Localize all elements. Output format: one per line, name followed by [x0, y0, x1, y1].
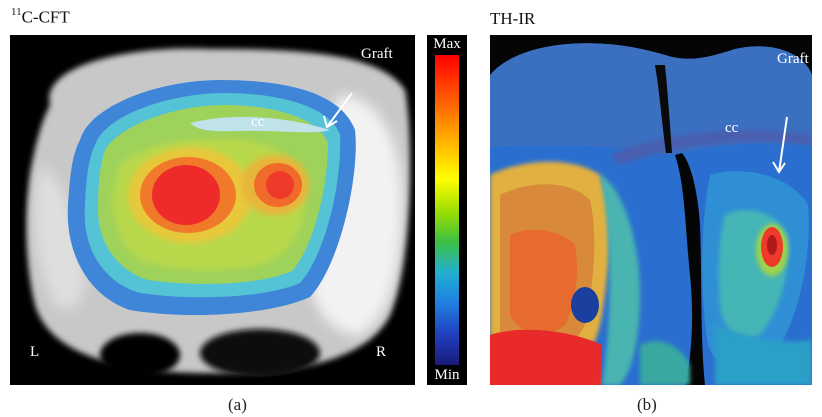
panel-a-title-main: C-CFT — [21, 7, 70, 27]
graft-arrow-b — [778, 116, 788, 173]
th-ir-drawing — [490, 35, 812, 385]
panel-a-sublabel: (a) — [228, 395, 247, 414]
panel-a-title: 11C-CFT — [11, 6, 70, 27]
panel-b-graft-label: Graft — [777, 51, 809, 67]
panel-b-cc-label: cc — [725, 120, 739, 136]
panel-a-right-label: R — [376, 344, 387, 360]
graft-arrow — [326, 92, 353, 128]
panel-a-cc-label: cc — [251, 114, 265, 130]
colorbar-gradient — [435, 55, 459, 365]
panel-a-left-label: L — [30, 344, 40, 360]
pet-scan-image — [10, 35, 415, 385]
panel-b-title: TH-IR — [490, 9, 536, 28]
colorbar: Max Min — [427, 35, 467, 385]
colorbar-max-label: Max — [433, 36, 461, 52]
th-ir-stain-image — [490, 35, 812, 385]
panel-a-graft-label: Graft — [361, 46, 393, 62]
panel-a-title-superscript: 11 — [11, 6, 22, 18]
colorbar-min-label: Min — [434, 367, 460, 383]
panel-b-sublabel: (b) — [637, 395, 657, 414]
pet-scan-drawing — [10, 35, 415, 385]
